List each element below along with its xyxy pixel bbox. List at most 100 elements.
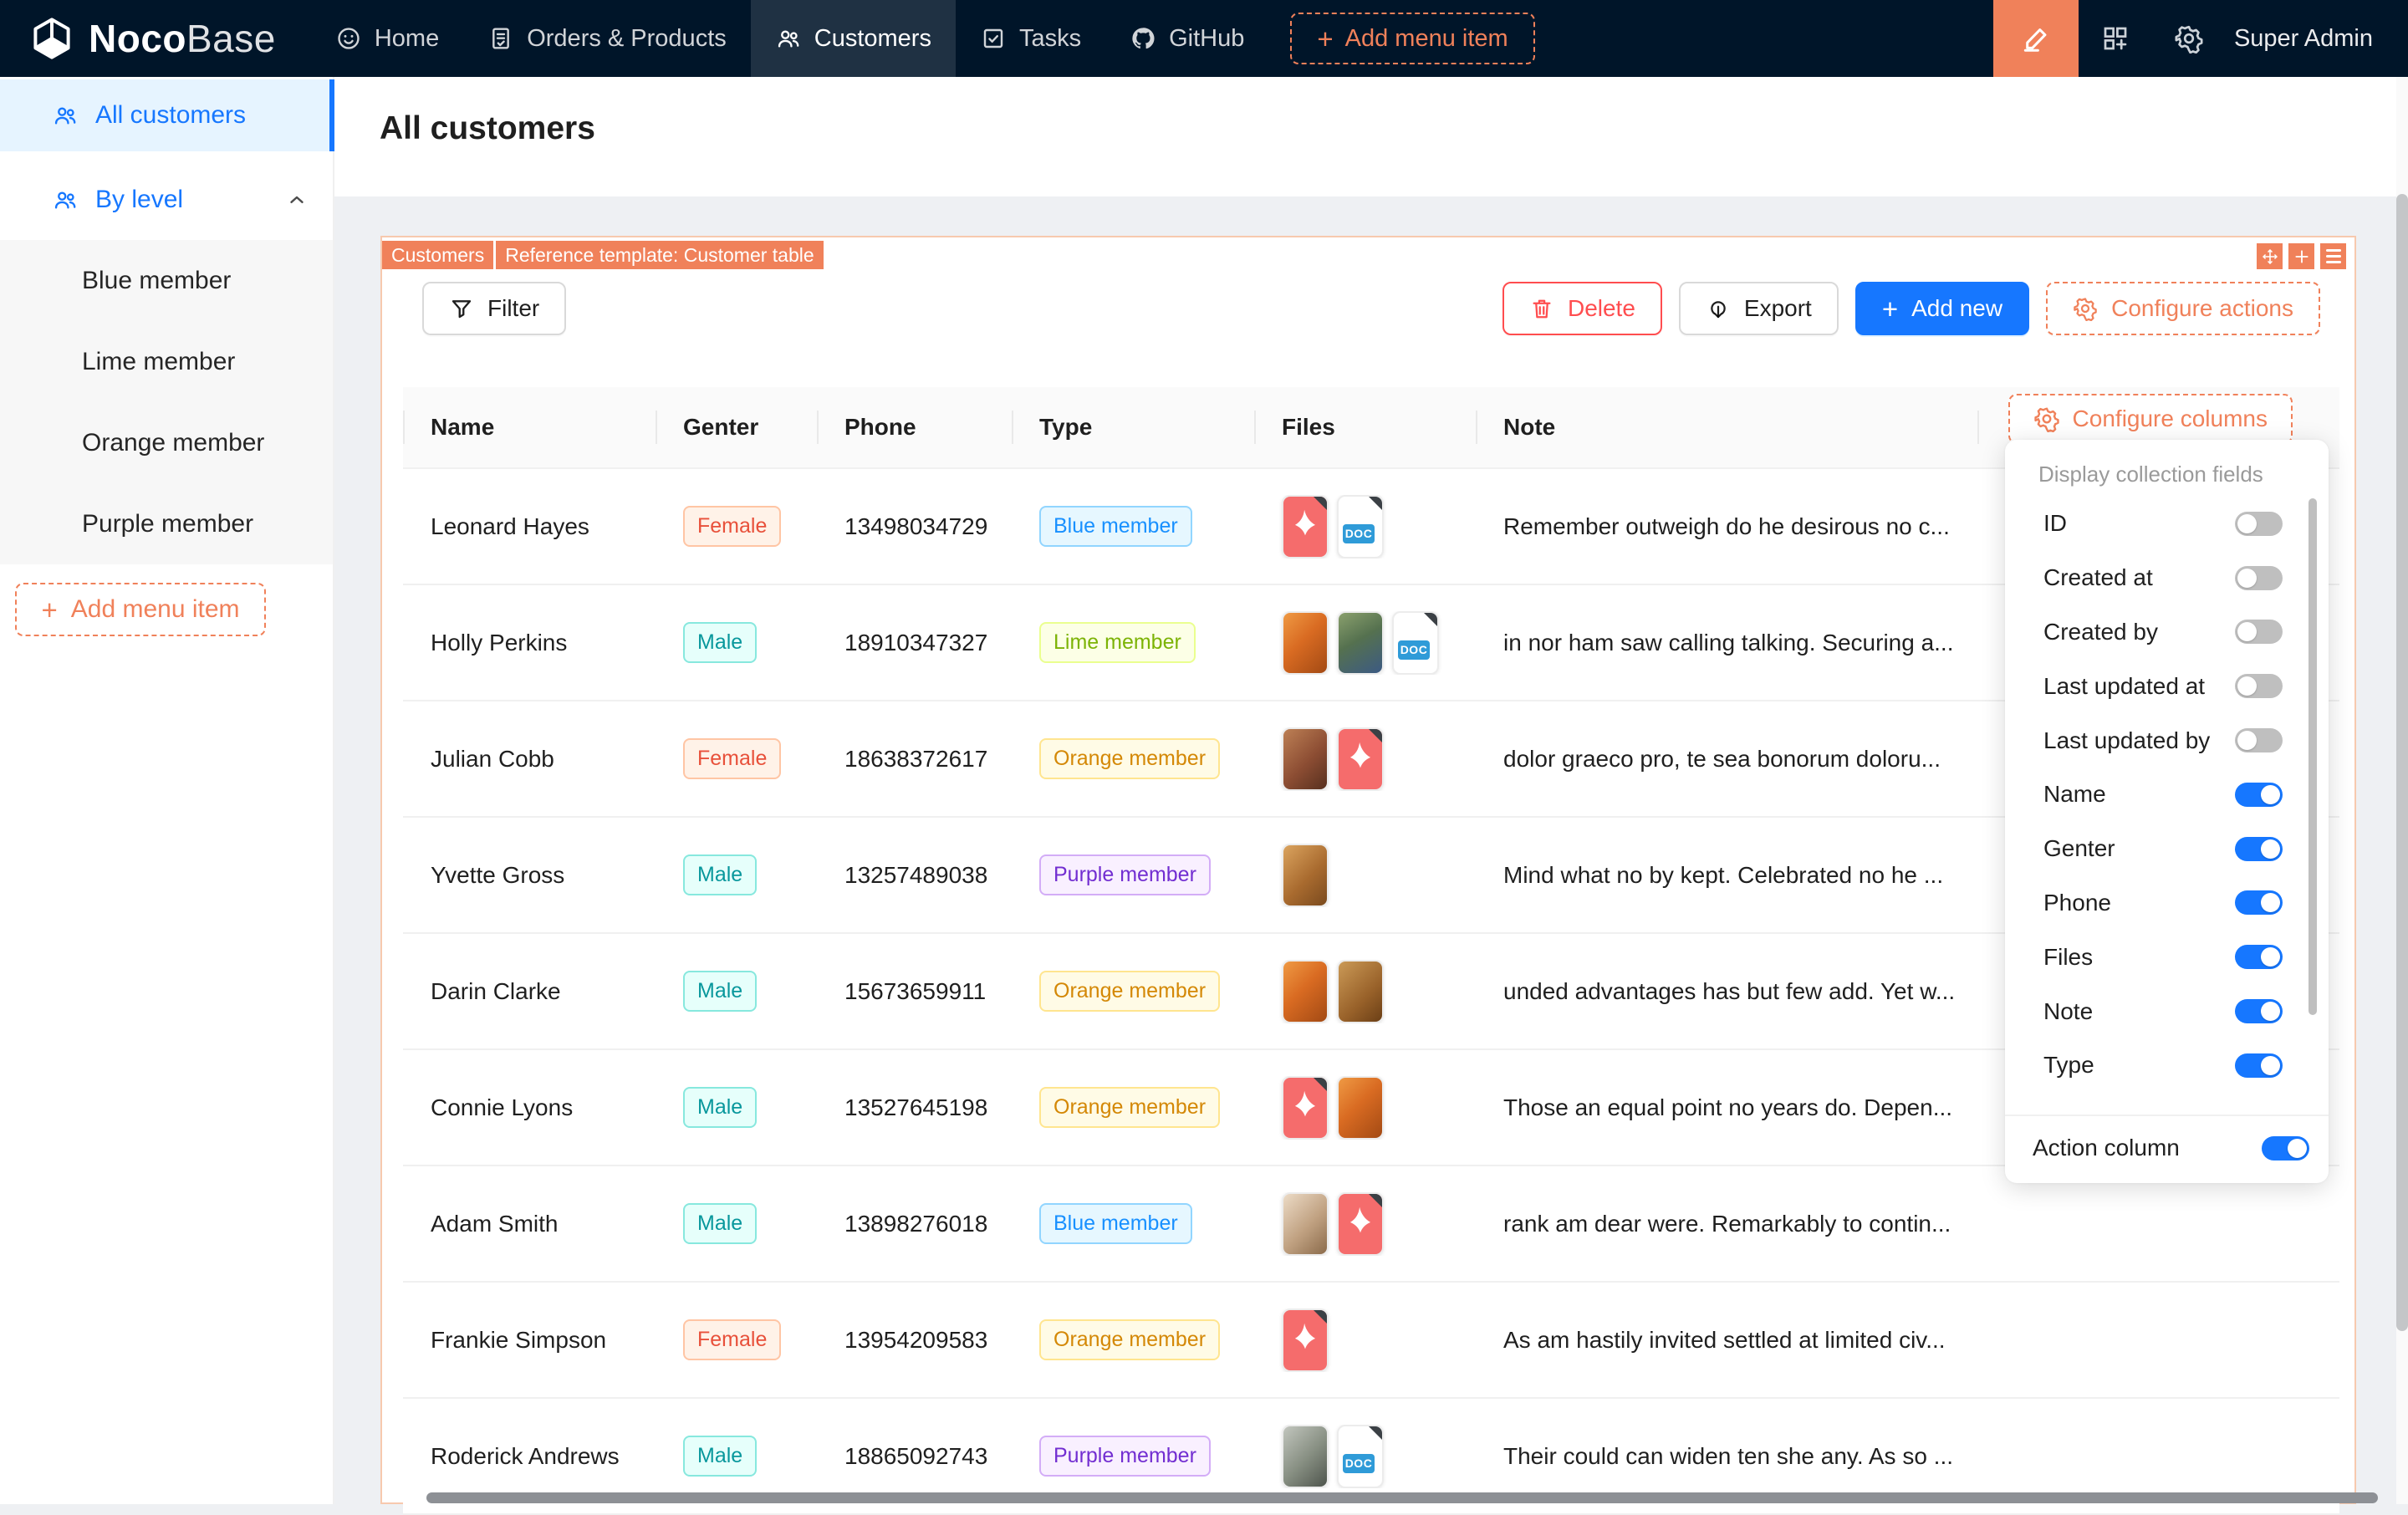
toggle-phone[interactable]	[2235, 890, 2283, 916]
toggle-note[interactable]	[2235, 999, 2283, 1024]
file-list	[1282, 1191, 1384, 1256]
page-title: All customers	[380, 110, 595, 146]
image-thumbnail[interactable]	[1337, 610, 1384, 675]
cell-files	[1254, 727, 1476, 791]
cell-name: Roderick Andrews	[403, 1443, 656, 1470]
column-header-phone[interactable]: Phone	[817, 387, 1012, 467]
file-pdf-thumbnail[interactable]	[1282, 1075, 1329, 1140]
sidebar-item-all-customers[interactable]: All customers	[0, 79, 334, 151]
drag-block-handle[interactable]	[2257, 243, 2283, 269]
column-header-name[interactable]: Name	[403, 387, 656, 467]
dropdown-scrollbar[interactable]	[2309, 498, 2317, 1015]
field-toggle-row-created-at[interactable]: Created at	[2005, 551, 2329, 605]
toggle-last-updated-at[interactable]	[2235, 674, 2283, 699]
add-menu-item-button-top[interactable]: + Add menu item	[1290, 13, 1535, 64]
filter-button[interactable]: Filter	[422, 282, 567, 335]
delete-button[interactable]: Delete	[1502, 282, 1662, 335]
ui-editor-button[interactable]	[1992, 0, 2079, 77]
toggle-created-at[interactable]	[2235, 565, 2283, 590]
column-header-note[interactable]: Note	[1476, 387, 1977, 467]
nav-item-orders-products[interactable]: Orders & Products	[463, 0, 751, 77]
member-type-tag: Orange member	[1039, 1319, 1221, 1360]
action-column-row[interactable]: Action column	[2005, 1120, 2329, 1176]
configure-columns-button[interactable]: Configure columns	[2008, 394, 2293, 444]
team-icon	[54, 191, 76, 209]
cell-note: As am hastily invited settled at limited…	[1476, 1327, 1977, 1354]
toggle-last-updated-by[interactable]	[2235, 728, 2283, 753]
file-pdf-thumbnail[interactable]	[1282, 1308, 1329, 1372]
file-doc-thumbnail[interactable]: DOC	[1392, 610, 1439, 675]
nav-item-label: GitHub	[1169, 24, 1245, 52]
nav-item-home[interactable]: Home	[311, 0, 463, 77]
settings-button[interactable]	[2152, 0, 2226, 77]
field-toggle-row-created-by[interactable]: Created by	[2005, 605, 2329, 660]
file-pdf-thumbnail[interactable]	[1282, 494, 1329, 559]
field-toggle-row-genter[interactable]: Genter	[2005, 822, 2329, 876]
image-thumbnail[interactable]	[1282, 959, 1329, 1023]
field-toggle-row-type[interactable]: Type	[2005, 1038, 2329, 1093]
toggle-id[interactable]	[2235, 511, 2283, 536]
sidebar-item-by-level[interactable]: By level	[0, 160, 333, 240]
image-thumbnail[interactable]	[1282, 610, 1329, 675]
cell-files: DOC	[1254, 1424, 1476, 1488]
table-row[interactable]: Adam Smith Male 13898276018 Blue member rank…	[403, 1166, 2339, 1283]
toggle-created-by[interactable]	[2235, 620, 2283, 645]
file-doc-thumbnail[interactable]: DOC	[1337, 494, 1384, 559]
file-pdf-thumbnail[interactable]	[1337, 1191, 1384, 1256]
sidebar-item-orange-member[interactable]: Orange member	[0, 402, 333, 483]
toggle-type[interactable]	[2235, 1053, 2283, 1078]
app-logo[interactable]: NocoBase	[0, 0, 311, 77]
pdf-icon	[1349, 1206, 1371, 1232]
column-header-type[interactable]: Type	[1012, 387, 1254, 467]
field-toggle-row-last-updated-at[interactable]: Last updated at	[2005, 659, 2329, 713]
table-horizontal-scrollbar[interactable]	[426, 1492, 2378, 1503]
image-thumbnail[interactable]	[1337, 1075, 1384, 1140]
customer-name: Leonard Hayes	[431, 513, 589, 539]
field-toggle-row-note[interactable]: Note	[2005, 984, 2329, 1038]
page-vertical-scrollbar[interactable]	[2396, 77, 2408, 1504]
vertical-scroll-thumb[interactable]	[2396, 194, 2408, 1331]
sidebar-subitem-label: Orange member	[82, 428, 265, 457]
field-toggle-row-phone[interactable]: Phone	[2005, 876, 2329, 931]
image-thumbnail[interactable]	[1337, 959, 1384, 1023]
image-thumbnail[interactable]	[1282, 843, 1329, 907]
table-row[interactable]: Frankie Simpson Female 13954209583 Orange m…	[403, 1283, 2339, 1399]
column-header-files[interactable]: Files	[1254, 387, 1476, 467]
cell-type: Blue member	[1012, 506, 1254, 547]
image-thumbnail[interactable]	[1282, 1191, 1329, 1256]
toggle-name[interactable]	[2235, 782, 2283, 807]
user-menu[interactable]: Super Admin	[2233, 24, 2373, 52]
file-doc-thumbnail[interactable]: DOC	[1337, 1424, 1384, 1488]
field-toggle-row-name[interactable]: Name	[2005, 768, 2329, 822]
phone-number: 18865092743	[844, 1442, 988, 1469]
toggle-action-column[interactable]	[2262, 1135, 2309, 1160]
field-toggle-row-id[interactable]: ID	[2005, 497, 2329, 551]
configure-actions-button[interactable]: Configure actions	[2046, 282, 2320, 335]
image-thumbnail[interactable]	[1282, 1424, 1329, 1488]
add-new-button[interactable]: + Add new	[1854, 282, 2030, 335]
sidebar-item-blue-member[interactable]: Blue member	[0, 240, 333, 321]
nav-item-tasks[interactable]: Tasks	[956, 0, 1105, 77]
toggle-files[interactable]	[2235, 945, 2283, 970]
table-toolbar: Filter Delete Export + Add new	[422, 282, 2320, 335]
column-header-genter[interactable]: Genter	[656, 387, 817, 467]
plugin-blocks-button[interactable]	[2079, 0, 2152, 77]
cell-gender: Male	[656, 1203, 817, 1244]
add-block-button[interactable]	[2288, 243, 2314, 269]
toggle-genter[interactable]	[2235, 836, 2283, 861]
field-label: Name	[2043, 781, 2106, 808]
sidebar-item-lime-member[interactable]: Lime member	[0, 321, 333, 402]
add-menu-item-button-sidebar[interactable]: + Add menu item	[15, 583, 266, 636]
export-button[interactable]: Export	[1678, 282, 1839, 335]
sidebar-item-purple-member[interactable]: Purple member	[0, 483, 333, 564]
nav-item-github[interactable]: GitHub	[1105, 0, 1268, 77]
file-list	[1282, 727, 1384, 791]
field-toggle-row-files[interactable]: Files	[2005, 930, 2329, 984]
block-menu-button[interactable]	[2320, 243, 2346, 269]
file-pdf-thumbnail[interactable]	[1337, 727, 1384, 791]
gender-tag: Male	[683, 971, 758, 1012]
nav-item-customers[interactable]: Customers	[750, 0, 956, 77]
image-thumbnail[interactable]	[1282, 727, 1329, 791]
gender-tag: Male	[683, 1436, 758, 1477]
field-toggle-row-last-updated-by[interactable]: Last updated by	[2005, 713, 2329, 768]
